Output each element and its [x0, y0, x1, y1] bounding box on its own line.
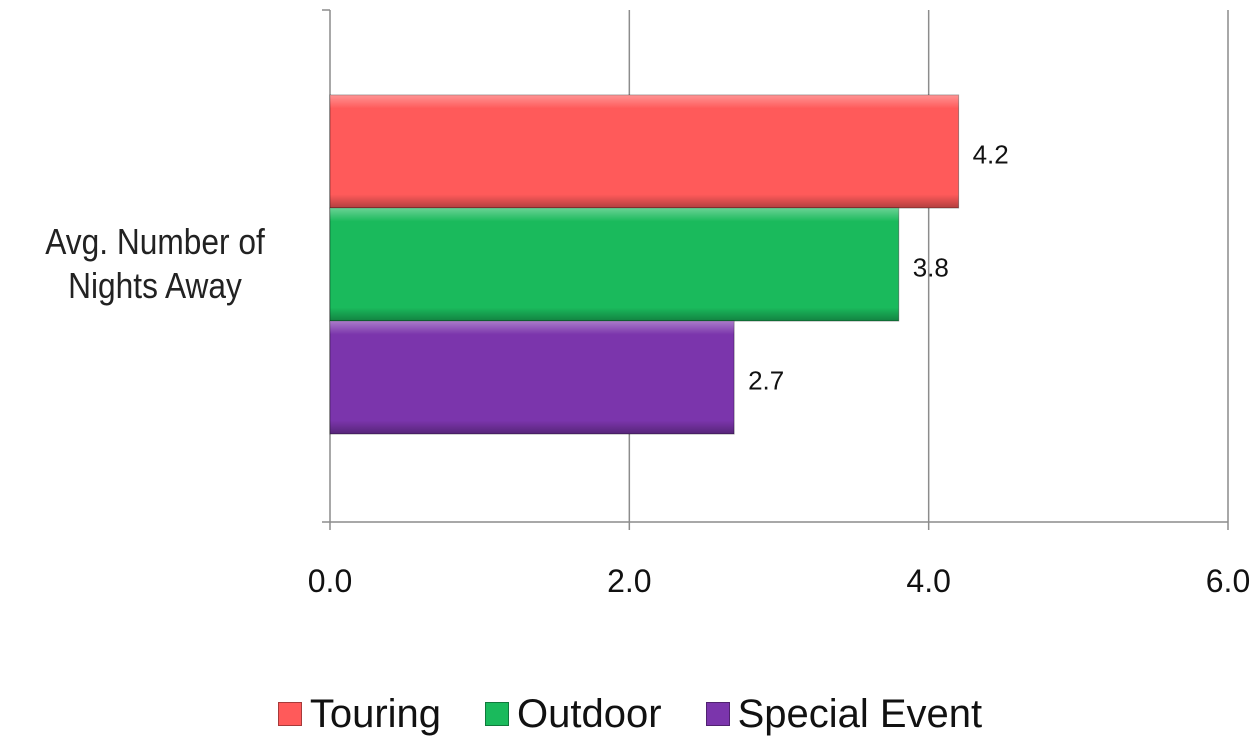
data-label-special-event: 2.7 [748, 366, 784, 396]
x-tick-label-2: 4.0 [906, 563, 950, 599]
y-category-label-line-1: Avg. Number of [45, 221, 265, 262]
legend-swatch-outdoor [485, 702, 510, 726]
legend-label-special-event: Special Event [737, 691, 983, 736]
legend-label-outdoor: Outdoor [517, 691, 662, 736]
y-category-label: Avg. Number of Nights Away [19, 220, 292, 308]
x-tick-label-3: 6.0 [1206, 563, 1250, 599]
data-label-touring: 4.2 [973, 140, 1009, 170]
legend-item-special-event: Special Event [705, 691, 983, 737]
x-tick-label-1: 2.0 [607, 563, 651, 599]
bar-shade-outdoor [330, 208, 899, 321]
legend-item-touring: Touring [277, 691, 442, 737]
legend-label-touring: Touring [309, 691, 442, 736]
legend-item-outdoor: Outdoor [485, 692, 662, 737]
legend-swatch-touring [277, 702, 302, 726]
y-category-label-line-2: Nights Away [68, 265, 242, 306]
legend: Touring Outdoor Special Event [0, 688, 1260, 740]
bar-shade-special-event [330, 321, 735, 434]
chart-plot: 0.0 2.0 4.0 6.0 4.2 3.8 2.7 [308, 9, 1250, 599]
x-tick-label-0: 0.0 [308, 563, 352, 599]
bar-shade-touring [330, 95, 959, 208]
legend-swatch-special-event [705, 702, 730, 726]
data-label-outdoor: 3.8 [913, 253, 949, 283]
